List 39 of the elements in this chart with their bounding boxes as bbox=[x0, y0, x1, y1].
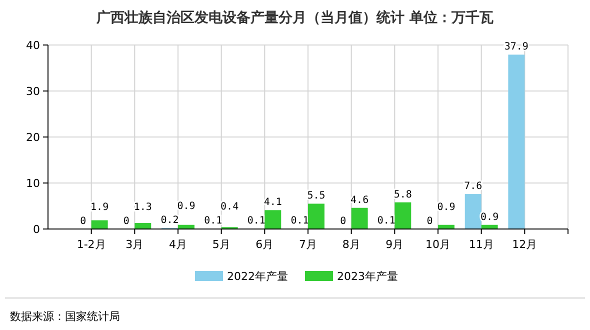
x-tick-label: 6月 bbox=[256, 238, 274, 251]
data-label: 0 bbox=[80, 216, 86, 227]
y-tick-label: 30 bbox=[26, 85, 40, 98]
x-tick-label: 4月 bbox=[169, 238, 187, 251]
data-label: 0.9 bbox=[480, 212, 499, 223]
data-label: 0 bbox=[123, 216, 130, 227]
data-label: 4.6 bbox=[350, 194, 369, 206]
data-label: 0.1 bbox=[290, 216, 309, 227]
y-tick-label: 10 bbox=[26, 177, 40, 190]
data-label: 0.1 bbox=[204, 216, 222, 227]
data-label: 4.1 bbox=[264, 197, 282, 208]
data-label: 0.9 bbox=[437, 202, 456, 213]
y-tick-label: 20 bbox=[26, 131, 40, 144]
x-tick-label: 10月 bbox=[426, 238, 450, 251]
x-tick-label: 5月 bbox=[212, 238, 230, 251]
data-label: 5.8 bbox=[394, 189, 412, 200]
y-tick-label: 40 bbox=[26, 39, 40, 52]
x-tick-label: 7月 bbox=[299, 238, 317, 251]
x-tick-label: 1-2月 bbox=[76, 238, 106, 251]
legend-label: 2022年产量 bbox=[227, 270, 288, 283]
x-tick-label: 11月 bbox=[468, 238, 494, 251]
data-label: 0.9 bbox=[177, 201, 196, 212]
data-label: 0.4 bbox=[220, 202, 239, 213]
data-label: 0.2 bbox=[160, 215, 179, 226]
chart-title: 广西壮族自治区发电设备产量分月（当月值）统计 单位：万千瓦 bbox=[96, 9, 494, 26]
source-note: 数据来源：国家统计局 bbox=[10, 310, 120, 323]
data-label: 7.6 bbox=[464, 181, 482, 192]
data-label: 0 bbox=[340, 216, 346, 227]
x-tick-label: 12月 bbox=[512, 238, 538, 251]
data-label: 37.9 bbox=[504, 42, 528, 53]
data-label: 1.9 bbox=[90, 202, 109, 213]
legend-label: 2023年产量 bbox=[337, 270, 398, 283]
data-label: 0 bbox=[426, 216, 433, 227]
data-label: 5.5 bbox=[307, 190, 326, 202]
y-tick-label: 0 bbox=[33, 223, 40, 236]
x-tick-label: 9月 bbox=[386, 238, 404, 251]
x-tick-label: 3月 bbox=[126, 238, 144, 251]
x-tick-label: 8月 bbox=[342, 238, 360, 251]
data-label: 1.3 bbox=[134, 202, 152, 213]
